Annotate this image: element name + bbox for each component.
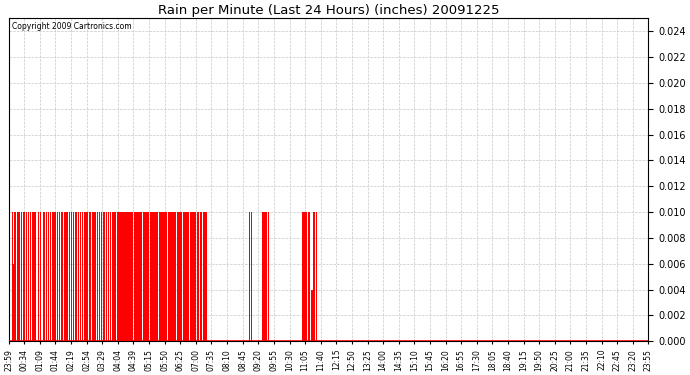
Text: Copyright 2009 Cartronics.com: Copyright 2009 Cartronics.com (12, 21, 132, 30)
Title: Rain per Minute (Last 24 Hours) (inches) 20091225: Rain per Minute (Last 24 Hours) (inches)… (158, 4, 500, 17)
